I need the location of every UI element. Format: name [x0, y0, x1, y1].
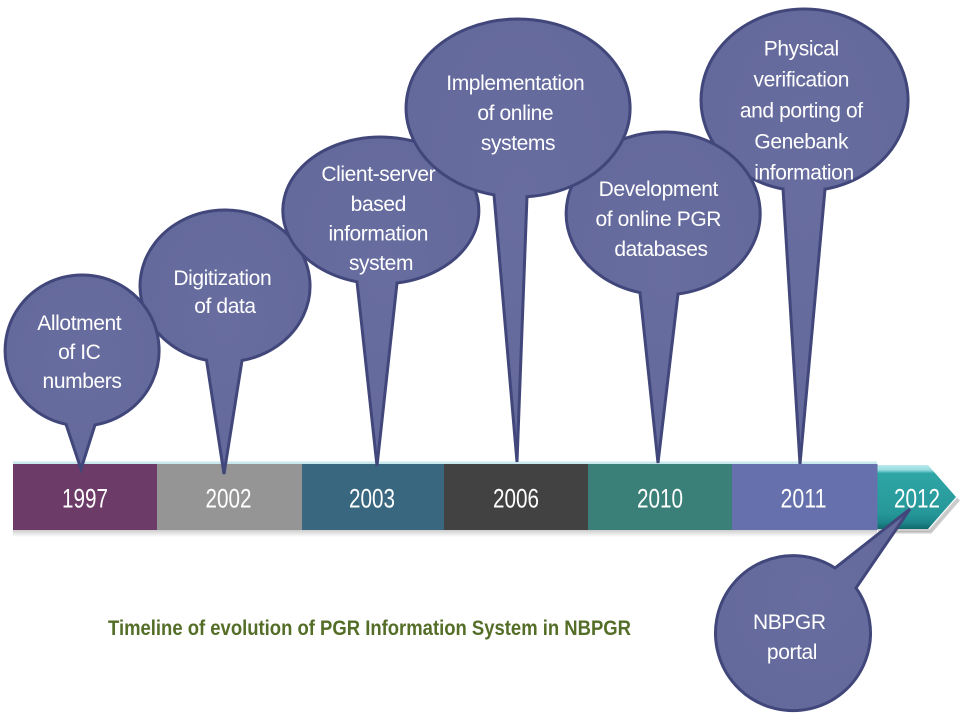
svg-text:2012: 2012 [894, 484, 940, 514]
svg-text:Physical verification and port: Physical verification and porting of Gen… [740, 38, 868, 185]
svg-text:NBPGR portal: NBPGR portal [753, 611, 831, 664]
svg-text:Implementation of online syste: Implementation of online systems [446, 72, 589, 155]
svg-text:Digitization of data: Digitization of data [173, 267, 276, 318]
svg-text:2006: 2006 [493, 484, 539, 514]
svg-text:Allotment of IC numbers: Allotment of IC numbers [37, 312, 126, 393]
svg-text:1997: 1997 [62, 484, 108, 514]
svg-text:2011: 2011 [781, 484, 827, 514]
svg-text:2003: 2003 [349, 484, 395, 514]
svg-text:2002: 2002 [206, 484, 252, 514]
svg-text:Client-server based informatio: Client-server based information system [321, 163, 440, 275]
svg-text:Development of online PGR data: Development of online PGR databases [596, 178, 727, 261]
svg-text:2010: 2010 [637, 484, 683, 514]
svg-text:Timeline of evolution of PGR I: Timeline of evolution of PGR Information… [108, 616, 631, 640]
